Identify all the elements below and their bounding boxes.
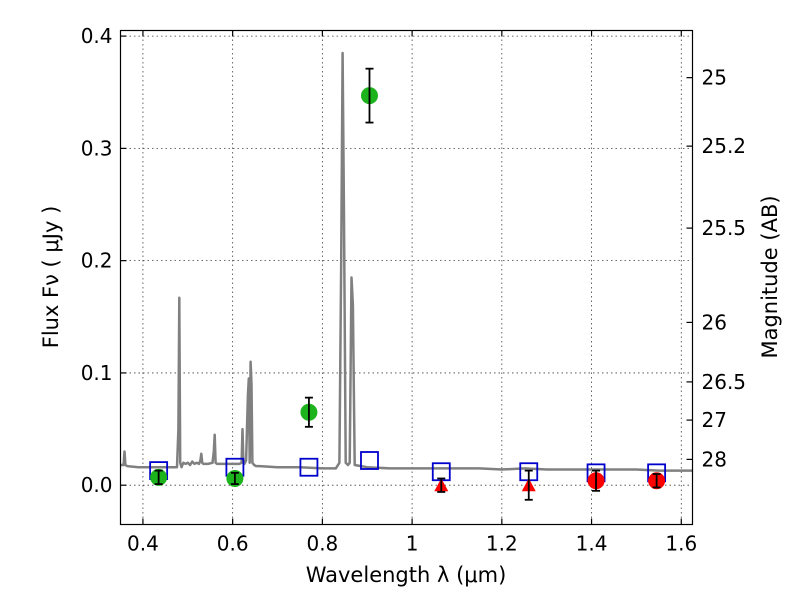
y-tick-label: 0.3 [81, 136, 113, 160]
right-tick-label: 28 [702, 447, 727, 471]
plot-layer [120, 51, 693, 501]
right-axis-title: Magnitude (AB) [758, 195, 782, 358]
right-tick-label: 26.5 [702, 370, 747, 394]
right-tick-label: 25.5 [702, 216, 747, 240]
x-tick-label: 1.4 [576, 532, 608, 556]
x-tick-label: 0.6 [217, 532, 249, 556]
y-axis-title: Flux Fν ( μJy ) [39, 206, 63, 349]
x-tick-label: 1.6 [665, 532, 697, 556]
right-tick-label: 27 [702, 408, 727, 432]
model-photometry-square [299, 457, 319, 477]
right-tick-label: 26 [702, 310, 727, 334]
right-tick-label: 25 [702, 66, 727, 90]
model-spectrum-line [120, 51, 693, 472]
x-tick-label: 0.8 [306, 532, 338, 556]
y-tick-label: 0.0 [81, 473, 113, 497]
y-tick-label: 0.1 [81, 361, 113, 385]
x-tick-label: 0.4 [127, 532, 159, 556]
grid-layer [120, 30, 693, 525]
tick-layer: 0.4 0.6 0.8 1 1.2 1.4 1.6 0.0 0.1 0.2 0.3 0.4 25 25.2… [81, 24, 746, 555]
y-tick-label: 0.2 [81, 249, 113, 273]
x-tick-label: 1.2 [486, 532, 518, 556]
x-axis-title: Wavelength λ (μm) [306, 563, 507, 587]
right-tick-label: 25.2 [702, 134, 747, 158]
x-tick-label: 1 [406, 532, 419, 556]
plot-frame [119, 29, 694, 526]
y-tick-label: 0.4 [81, 24, 113, 48]
model-photometry-square [360, 451, 379, 470]
